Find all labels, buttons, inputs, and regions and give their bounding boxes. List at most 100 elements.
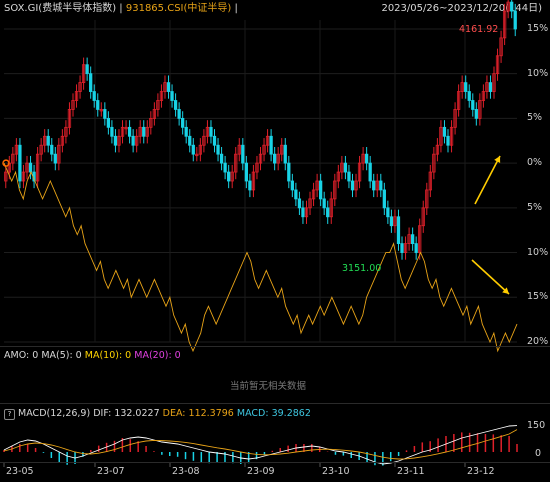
candle-body [67,109,72,128]
candle-body [28,162,33,173]
candle-body [244,162,248,182]
candle-body [386,207,390,218]
dif-label: DIF: 132.0227 [93,408,160,419]
dea-label: DEA: 112.3796 [162,408,234,419]
candle-body [460,82,464,92]
candle-body [184,126,188,137]
candle-body [495,55,500,75]
candle-body [449,126,454,146]
candle-body [435,144,440,155]
candle-body [273,153,277,164]
candle-body [14,144,19,155]
candle-body [43,135,47,146]
ma5-label: MA(5): 0 [41,350,82,361]
chart-header: SOX.GI(费城半导体指数) | 931865.CSI(中证半导) | 202… [0,0,550,18]
candle-body [343,162,348,173]
candle-body [251,171,256,191]
candle-body [170,91,174,101]
candle-body [149,117,153,128]
candle-body [258,153,263,164]
candle-body [471,100,475,110]
candle-body [131,135,135,146]
price-axis-tick: 0% [527,157,543,169]
price-axis-tick: 10% [527,67,549,79]
candle-body [198,144,202,155]
candle-body [159,91,164,101]
macd-axis-top: 150 [527,420,546,431]
symbol1-label[interactable]: SOX.GI(费城半导体指数) [4,3,117,14]
candle-body [389,216,394,227]
dif-line [3,425,518,465]
macd-axis-zero: 0 [535,448,542,459]
x-axis-tick: 23-11 [397,466,425,477]
x-axis-tick: 23-07 [97,466,125,477]
candle-body [368,162,372,182]
candle-body [340,162,344,173]
candle-body [99,109,103,112]
candle-body [195,153,199,157]
candle-body [488,82,493,92]
symbol2-label[interactable]: 931865.CSI(中证半导) [125,3,232,14]
candle-body [96,100,100,110]
divider [0,462,550,463]
candle-body [442,126,447,137]
candle-body [209,126,213,137]
candle-body [329,198,333,218]
candle-body [499,37,503,57]
candle-body [269,135,273,155]
candle-body [241,144,245,164]
candle-body [92,91,96,101]
candle-body [35,153,40,182]
candle-body [467,91,471,101]
candle-body [425,189,429,209]
candle-body [421,207,425,227]
x-axis-tick: 23-10 [322,466,350,477]
candle-body [311,189,316,200]
candle-body [50,144,54,155]
candle-body [262,144,266,155]
candle-body [485,82,489,92]
price-axis-tick: 10% [527,246,549,258]
low-annotation: 3151.00 [342,263,382,274]
candle-body [191,144,195,155]
candle-body [46,135,50,146]
candle-body [21,171,26,182]
candle-body [117,135,121,146]
price-axis-tick: 15% [527,291,549,303]
macd-legend: ? MACD(12,26,9) DIF: 132.0227 DEA: 112.3… [4,408,311,420]
candle-body [145,126,149,137]
candle-body [181,117,185,128]
candle-body [361,153,365,164]
candle-body [287,162,291,182]
candle-body [248,180,252,191]
candle-body [453,109,457,128]
candle-body [166,82,171,92]
csi-series-line [3,162,518,353]
help-icon[interactable]: ? [4,409,15,420]
candle-body [212,135,217,146]
separator: | [234,3,238,14]
candle-body [439,126,443,146]
candle-body [53,153,57,164]
candle-body [319,180,323,200]
macd-title[interactable]: MACD(12,26,9) [18,408,91,419]
ma20-label: MA(20): 0 [134,350,181,361]
candle-body [276,153,280,164]
candle-body [142,126,146,137]
candle-body [124,126,128,130]
candle-body [478,100,482,119]
candle-body [502,10,507,39]
candle-body [364,153,369,164]
candle-body [81,64,86,84]
candle-body [230,171,234,182]
candle-body [18,144,22,182]
empty-message: 当前暂无相关数据 [230,381,307,392]
candle-body [294,189,298,200]
separator: | [119,3,123,14]
candle-body [280,144,284,155]
candle-body [357,162,362,182]
arrow-up-icon-head [494,156,501,163]
candle-body [410,234,415,245]
candle-body [382,189,386,209]
macd-label: MACD: 39.2862 [236,408,311,419]
